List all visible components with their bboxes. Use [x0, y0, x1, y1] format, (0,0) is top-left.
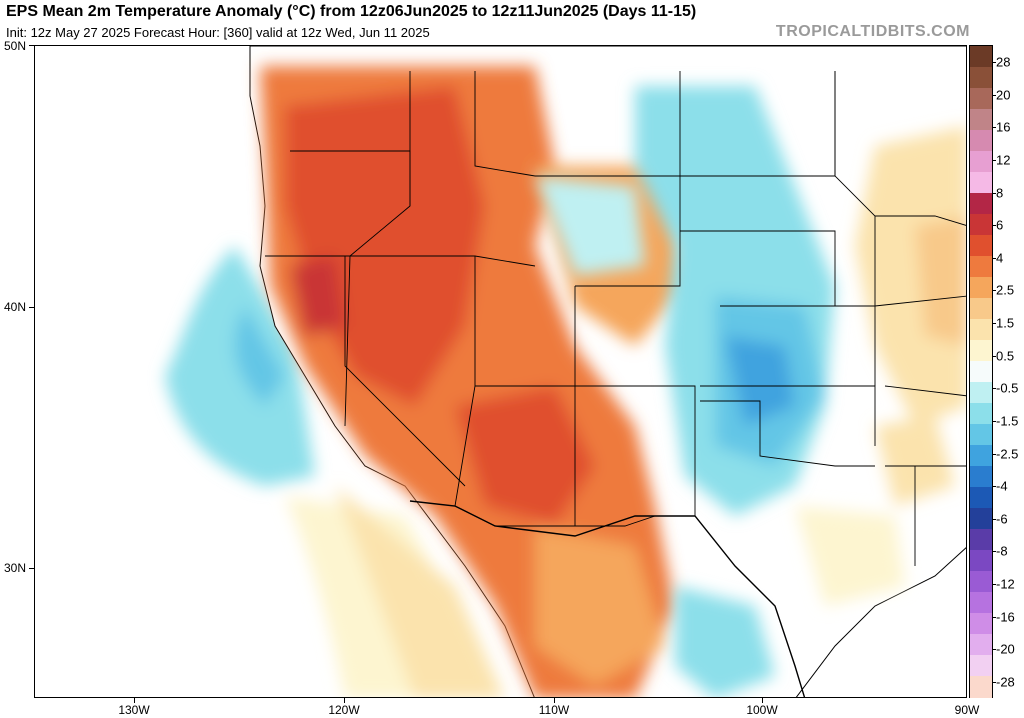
lat-tick: [29, 45, 34, 46]
colorbar-swatch: [970, 571, 992, 593]
anomaly-map: [34, 45, 967, 698]
chart-title: EPS Mean 2m Temperature Anomaly (°C) fro…: [6, 3, 697, 20]
colorbar-swatch: [970, 655, 992, 677]
colorbar-label: 0.5: [996, 348, 1015, 364]
east-warm: [795, 126, 966, 606]
lon-label-90w: 90W: [954, 703, 980, 717]
lon-label-110w: 110W: [538, 703, 570, 717]
colorbar-label: -6: [996, 511, 1008, 527]
state-borders: [265, 71, 966, 566]
colorbar: [969, 45, 993, 698]
colorbar-label: 12: [996, 152, 1011, 168]
lon-label-100w: 100W: [746, 703, 778, 717]
colorbar-tick: [993, 323, 996, 325]
colorbar-swatch: [970, 361, 992, 383]
colorbar-tick: [993, 127, 996, 129]
brand-logo: TROPICALTIDBITS.COM: [775, 23, 970, 40]
colorbar-label: 4: [996, 250, 1004, 266]
colorbar-swatch: [970, 592, 992, 614]
lat-tick: [29, 568, 34, 569]
colorbar-label: -28: [996, 674, 1015, 690]
us-mexico-border: [409, 500, 806, 697]
colorbar-tick: [993, 649, 996, 651]
colorbar-label: -4: [996, 478, 1008, 494]
colorbar-swatch: [970, 403, 992, 425]
colorbar-tick: [993, 682, 996, 683]
colorbar-label: 6: [996, 217, 1004, 233]
colorbar-label: 8: [996, 185, 1004, 201]
colorbar-tick: [993, 62, 996, 63]
colorbar-swatch: [970, 214, 992, 236]
colorbar-swatch: [970, 634, 992, 656]
colorbar-swatch: [970, 256, 992, 278]
colorbar-label: 1.5: [996, 315, 1015, 331]
colorbar-label: -16: [996, 609, 1015, 625]
lat-label-50n: 50N: [4, 39, 27, 53]
colorbar-tick: [993, 584, 996, 586]
colorbar-tick: [993, 225, 996, 227]
lon-tick: [344, 698, 345, 703]
colorbar-swatch: [970, 88, 992, 110]
colorbar-tick: [993, 551, 996, 553]
colorbar-tick: [993, 192, 996, 194]
lon-label-130w: 130W: [118, 703, 150, 717]
colorbar-swatch: [970, 382, 992, 404]
colorbar-swatch: [970, 67, 992, 89]
colorbar-tick: [993, 453, 996, 455]
colorbar-swatch: [970, 193, 992, 215]
colorbar-swatch: [970, 676, 992, 698]
lon-label-120w: 120W: [328, 703, 360, 717]
colorbar-label: 20: [996, 87, 1011, 103]
lat-label-30n: 30N: [4, 561, 27, 575]
chart-subtitle: Init: 12z May 27 2025 Forecast Hour: [36…: [6, 25, 430, 40]
colorbar-label: -2.5: [996, 446, 1019, 462]
colorbar-tick: [993, 94, 996, 96]
colorbar-tick: [993, 518, 996, 520]
colorbar-label: -1.5: [996, 413, 1019, 429]
colorbar-tick: [993, 420, 996, 422]
map-canvas: [35, 46, 966, 697]
colorbar-swatch: [970, 550, 992, 572]
colorbar-swatch: [970, 466, 992, 488]
lat-tick: [29, 307, 34, 308]
lon-tick: [762, 698, 763, 703]
colorbar-tick: [993, 486, 996, 488]
colorbar-swatch: [970, 46, 992, 68]
colorbar-tick: [993, 290, 996, 292]
colorbar-tick: [993, 159, 996, 161]
colorbar-swatch: [970, 130, 992, 152]
colorbar-swatch: [970, 151, 992, 173]
colorbar-tick: [993, 616, 996, 618]
colorbar-tick: [993, 355, 996, 357]
colorbar-tick: [993, 257, 996, 259]
colorbar-swatch: [970, 508, 992, 530]
colorbar-swatch: [970, 109, 992, 131]
colorbar-swatch: [970, 172, 992, 194]
colorbar-swatch: [970, 277, 992, 299]
colorbar-swatch: [970, 487, 992, 509]
colorbar-swatch: [970, 529, 992, 551]
colorbar-swatch: [970, 613, 992, 635]
colorbar-swatch: [970, 298, 992, 320]
colorbar-label: 2.5: [996, 282, 1015, 298]
colorbar-label: -8: [996, 543, 1008, 559]
colorbar-swatch: [970, 340, 992, 362]
colorbar-label: -12: [996, 576, 1015, 592]
cool-anomaly: [535, 86, 835, 697]
lon-tick: [554, 698, 555, 703]
colorbar-swatch: [970, 319, 992, 341]
lat-label-40n: 40N: [4, 300, 27, 314]
colorbar-swatch: [970, 424, 992, 446]
lon-tick: [134, 698, 135, 703]
colorbar-label: -20: [996, 641, 1015, 657]
colorbar-swatch: [970, 235, 992, 257]
colorbar-label: 16: [996, 119, 1011, 135]
colorbar-label: 28: [996, 54, 1011, 70]
colorbar-swatch: [970, 445, 992, 467]
pacific-shading: [165, 246, 505, 697]
colorbar-label: -0.5: [996, 380, 1019, 396]
colorbar-tick: [993, 388, 996, 390]
